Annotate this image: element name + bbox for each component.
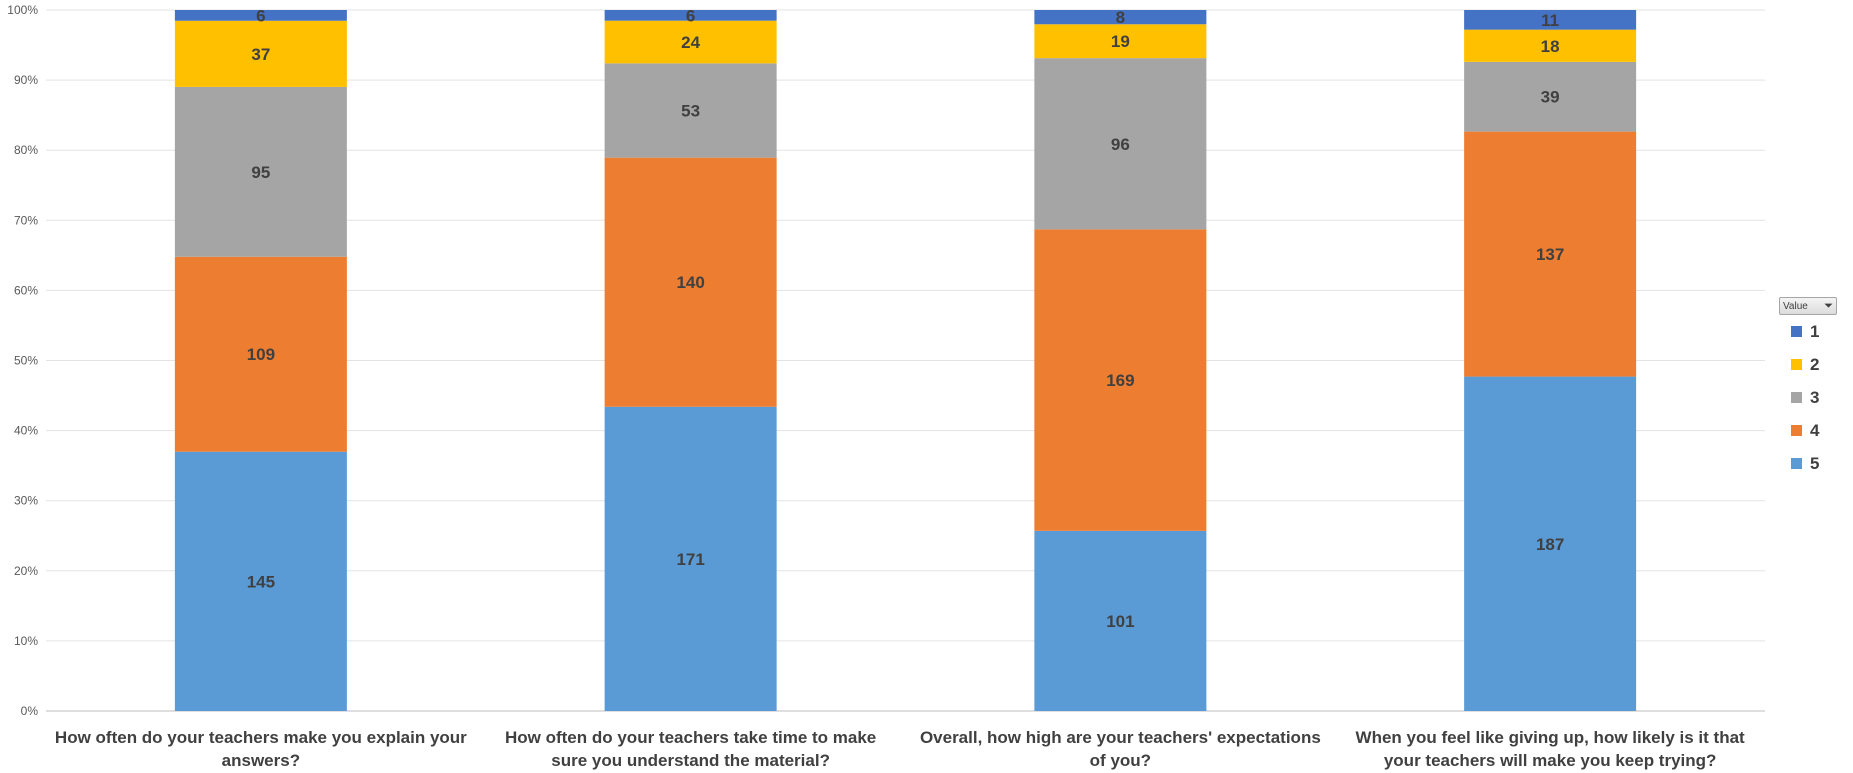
data-label: 37 bbox=[251, 45, 270, 64]
y-tick-label: 60% bbox=[14, 283, 38, 297]
legend-label: 4 bbox=[1810, 420, 1820, 440]
y-tick-label: 20% bbox=[14, 564, 38, 578]
bar-segment bbox=[174, 451, 347, 711]
bar-segment bbox=[1034, 24, 1207, 59]
legend-swatch bbox=[1791, 326, 1802, 337]
legend-swatch bbox=[1791, 425, 1802, 436]
legend-swatch bbox=[1791, 359, 1802, 370]
data-label: 140 bbox=[676, 273, 704, 292]
bar-segment bbox=[604, 63, 777, 158]
legend-item: 5 bbox=[1779, 447, 1851, 480]
bar-segment bbox=[1034, 58, 1207, 230]
bar-segment bbox=[1464, 376, 1637, 711]
legend-item: 2 bbox=[1779, 348, 1851, 381]
bar-segment bbox=[174, 256, 347, 452]
bar-segment bbox=[1464, 10, 1637, 30]
y-tick-label: 100% bbox=[7, 3, 38, 17]
y-tick-label: 70% bbox=[14, 213, 38, 227]
x-category-label: How often do your teachers make you expl… bbox=[55, 728, 467, 770]
data-label: 187 bbox=[1536, 535, 1564, 554]
bar-segment bbox=[174, 86, 347, 257]
data-label: 19 bbox=[1111, 32, 1130, 51]
bar-segment bbox=[174, 20, 347, 87]
bar-segment bbox=[604, 406, 777, 711]
data-label: 18 bbox=[1541, 37, 1560, 56]
data-label: 53 bbox=[681, 102, 700, 121]
bar-segment bbox=[1034, 530, 1207, 711]
data-label: 6 bbox=[256, 6, 265, 25]
x-category-label: How often do your teachers take time to … bbox=[505, 728, 876, 770]
x-category-label: Overall, how high are your teachers' exp… bbox=[920, 728, 1321, 770]
x-category-label: When you feel like giving up, how likely… bbox=[1356, 728, 1746, 770]
bar-segment bbox=[1464, 61, 1637, 132]
data-label: 96 bbox=[1111, 135, 1130, 154]
bar-segment bbox=[1034, 229, 1207, 531]
legend-swatch bbox=[1791, 458, 1802, 469]
data-label: 11 bbox=[1541, 11, 1559, 30]
bar-segment bbox=[604, 157, 777, 407]
legend-item: 4 bbox=[1779, 414, 1851, 447]
legend-filter-button[interactable]: Value ⏷ bbox=[1779, 297, 1837, 315]
bar-segment bbox=[1464, 131, 1637, 377]
y-tick-label: 30% bbox=[14, 494, 38, 508]
y-tick-label: 0% bbox=[21, 704, 39, 718]
bar-segment bbox=[604, 10, 777, 21]
bar-segment bbox=[1464, 29, 1637, 62]
legend-item: 3 bbox=[1779, 381, 1851, 414]
data-label: 24 bbox=[681, 33, 700, 52]
y-tick-label: 40% bbox=[14, 424, 38, 438]
legend-items: 1 2 3 4 5 bbox=[1779, 315, 1851, 480]
y-tick-label: 10% bbox=[14, 634, 38, 648]
legend-label: 1 bbox=[1810, 321, 1820, 341]
legend-item: 1 bbox=[1779, 315, 1851, 348]
data-label: 95 bbox=[251, 163, 270, 182]
y-tick-label: 50% bbox=[14, 354, 38, 368]
bar-segment bbox=[604, 20, 777, 64]
legend-label: 5 bbox=[1810, 453, 1820, 473]
data-label: 109 bbox=[247, 345, 275, 364]
legend-title: Value bbox=[1783, 300, 1808, 312]
legend-label: 3 bbox=[1810, 387, 1820, 407]
y-tick-label: 80% bbox=[14, 143, 38, 157]
data-label: 101 bbox=[1106, 612, 1134, 631]
data-label: 6 bbox=[686, 6, 695, 25]
filter-funnel-icon: ⏷ bbox=[1824, 299, 1833, 312]
bar-segment bbox=[1034, 10, 1207, 25]
data-labels: 145 109 95 37 6 171 140 53 24 6 101 169 96 19 8 187 137 3… bbox=[247, 6, 1565, 631]
legend-swatch bbox=[1791, 392, 1802, 403]
data-label: 145 bbox=[247, 572, 275, 591]
x-axis: How often do your teachers make you expl… bbox=[55, 728, 1745, 770]
bars bbox=[174, 10, 1637, 711]
data-label: 39 bbox=[1541, 88, 1560, 107]
data-label: 169 bbox=[1106, 371, 1134, 390]
data-label: 171 bbox=[676, 550, 704, 569]
legend-label: 2 bbox=[1810, 354, 1820, 374]
data-label: 137 bbox=[1536, 245, 1564, 264]
legend: Value ⏷ 1 2 3 4 5 bbox=[1779, 297, 1851, 480]
y-tick-label: 90% bbox=[14, 73, 38, 87]
bar-segment bbox=[174, 10, 347, 21]
data-label: 8 bbox=[1116, 8, 1125, 27]
y-axis: 0% 10% 20% 30% 40% 50% 60% 70% 80% 90% 100% bbox=[7, 3, 38, 718]
